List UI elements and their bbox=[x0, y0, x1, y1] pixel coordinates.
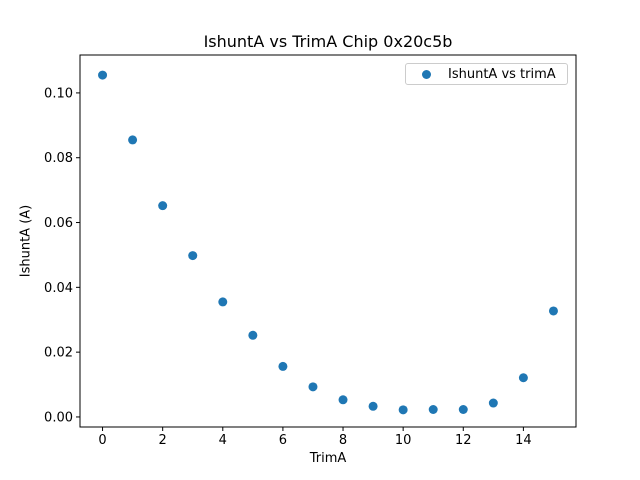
data-point bbox=[248, 330, 258, 340]
data-point bbox=[338, 395, 348, 405]
legend-marker-icon bbox=[422, 69, 431, 79]
x-tick-label: 12 bbox=[455, 433, 472, 448]
x-tick-label: 8 bbox=[339, 433, 347, 448]
data-point bbox=[518, 373, 528, 383]
x-tick-label: 14 bbox=[515, 433, 532, 448]
data-point bbox=[308, 382, 318, 392]
data-point bbox=[368, 401, 378, 411]
data-point bbox=[428, 405, 438, 415]
x-tick-label: 0 bbox=[98, 433, 106, 448]
legend: IshuntA vs trimA bbox=[405, 63, 568, 85]
y-axis-label: IshuntA (A) bbox=[18, 204, 34, 278]
x-tick-label: 2 bbox=[159, 433, 167, 448]
x-axis-label: TrimA bbox=[309, 451, 347, 466]
x-tick-label: 4 bbox=[219, 433, 227, 448]
data-point bbox=[398, 405, 408, 415]
data-point bbox=[188, 251, 198, 261]
data-point bbox=[548, 306, 558, 316]
axes-spines bbox=[79, 54, 577, 428]
data-point bbox=[128, 135, 138, 145]
x-tick-label: 10 bbox=[395, 433, 412, 448]
chart-title: IshuntA vs TrimA Chip 0x20c5b bbox=[203, 32, 453, 51]
x-tick-label: 6 bbox=[279, 433, 287, 448]
data-point bbox=[158, 201, 168, 211]
y-tick-label: 0.06 bbox=[44, 216, 73, 231]
data-point bbox=[488, 398, 498, 408]
y-tick-label: 0.00 bbox=[44, 410, 73, 425]
data-point bbox=[458, 405, 468, 415]
y-tick-label: 0.10 bbox=[44, 86, 73, 101]
y-tick-label: 0.08 bbox=[44, 151, 73, 166]
data-point bbox=[278, 361, 288, 371]
y-tick-label: 0.02 bbox=[44, 346, 73, 361]
y-tick-label: 0.04 bbox=[44, 281, 73, 296]
data-point bbox=[98, 70, 108, 80]
data-point bbox=[218, 297, 228, 307]
legend-label: IshuntA vs trimA bbox=[448, 66, 556, 82]
